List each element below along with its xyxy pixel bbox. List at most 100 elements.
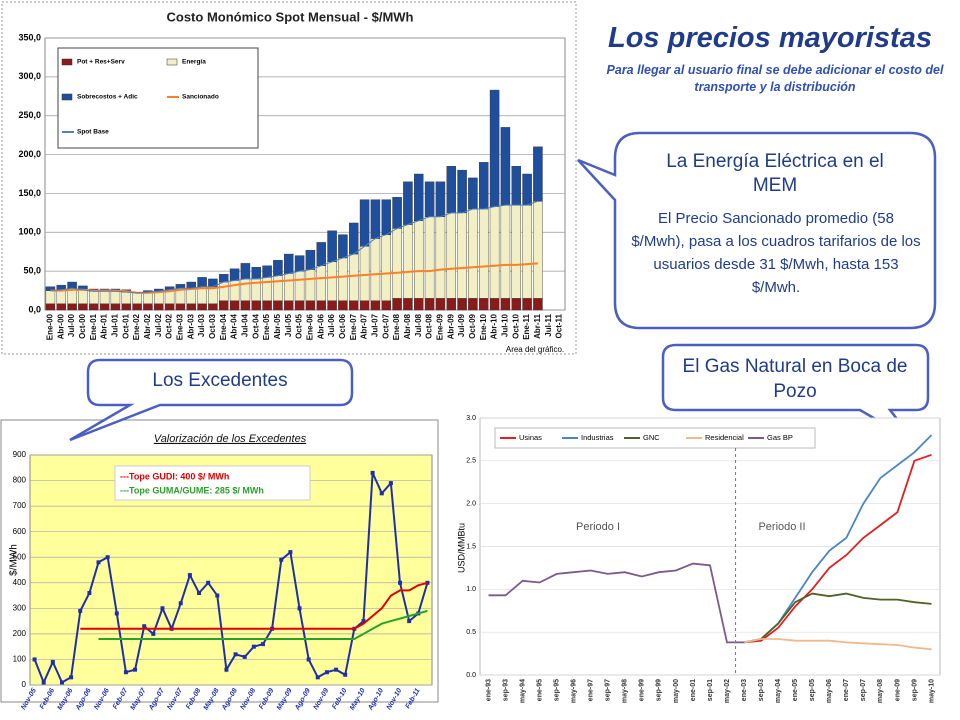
bar-segment — [164, 303, 175, 311]
x-tick-label: Ene-06 — [306, 313, 315, 340]
bar-segment — [479, 298, 489, 311]
bar-segment — [381, 300, 392, 311]
point — [105, 555, 110, 560]
bar-segment — [273, 260, 283, 277]
bar-segment — [349, 300, 359, 311]
point — [123, 670, 128, 675]
bar-segment — [294, 270, 305, 301]
bar-segment — [435, 216, 446, 299]
legend-label: Usinas — [519, 433, 542, 442]
slide-title: Los precios mayoristas — [608, 22, 932, 54]
x-tick-label: Ene-10 — [479, 313, 488, 340]
bar-segment — [349, 253, 359, 301]
x-tick-label: Abr-01 — [100, 313, 109, 339]
legend-swatch — [166, 58, 178, 66]
bar-segment — [500, 204, 511, 299]
point — [197, 591, 202, 595]
bar-segment — [132, 303, 142, 311]
bar-segment — [45, 303, 56, 311]
bar-segment — [403, 224, 413, 299]
x-tick-label: sep-07 — [860, 679, 867, 701]
bar-segment — [424, 216, 435, 299]
bar-segment — [533, 298, 543, 311]
y-tick-label: 2.0 — [466, 501, 476, 508]
bar-segment — [381, 234, 392, 301]
x-tick-label: sep-01 — [707, 679, 714, 701]
bar-segment — [414, 298, 424, 311]
bar-segment — [392, 228, 402, 299]
point — [324, 670, 329, 675]
y-tick-label: 900 — [13, 450, 27, 459]
bar-segment — [121, 291, 131, 304]
x-tick-label: Abr-07 — [360, 313, 369, 339]
x-tick-label: sep-93 — [502, 679, 509, 701]
x-tick-label: sep-03 — [758, 679, 765, 701]
point — [407, 619, 412, 624]
x-tick-label: Jul-11 — [544, 313, 553, 336]
point — [315, 675, 320, 680]
point — [398, 580, 403, 585]
y-tick-label: 100,0 — [18, 227, 41, 237]
x-tick-label: may-02 — [724, 679, 731, 703]
x-tick-label: Ene-07 — [349, 313, 358, 340]
bar-segment — [121, 303, 131, 311]
x-tick-label: sep-97 — [605, 679, 612, 701]
bar-segment — [240, 278, 251, 301]
bar-segment — [208, 303, 218, 311]
bar-segment — [392, 197, 402, 229]
x-tick-label: ene-99 — [639, 679, 646, 701]
point — [178, 601, 183, 606]
bar-segment — [457, 298, 467, 311]
y-tick-label: 2.5 — [466, 458, 476, 465]
legend-label: Residencial — [705, 433, 744, 442]
slide-subtitle: Para llegar al usuario final se debe adi… — [606, 63, 944, 94]
bar-segment — [403, 181, 413, 225]
x-tick-label: Ene-04 — [219, 313, 228, 340]
x-tick-label: ene-03 — [741, 679, 748, 701]
bar-segment — [78, 289, 88, 304]
legend-label: GNC — [643, 433, 660, 442]
y-tick-label: 250,0 — [18, 110, 41, 120]
bar-segment — [45, 290, 56, 304]
point — [334, 667, 339, 672]
bar-segment — [197, 303, 207, 311]
callout-body: El Precio Sancionado promedio (58 $/Mwh)… — [631, 210, 921, 296]
bar-segment — [370, 238, 381, 301]
bar-segment — [457, 169, 467, 214]
chart2-y-label: $/MWh — [9, 544, 20, 576]
bar-segment — [489, 298, 500, 311]
bar-segment — [522, 204, 532, 299]
line-series — [743, 592, 932, 644]
point — [370, 470, 375, 475]
legend-box — [57, 47, 259, 149]
bar-segment — [522, 298, 532, 311]
legend-label: Industrias — [581, 433, 614, 442]
legend-label: Sancionado — [182, 94, 219, 101]
y-tick-label: 700 — [13, 501, 27, 510]
bar-segment — [370, 199, 381, 239]
x-tick-label: Abr-02 — [143, 313, 152, 339]
legend-swatch — [61, 58, 73, 66]
x-tick-label: Ene-03 — [176, 313, 185, 340]
bar-segment — [424, 298, 435, 311]
bar-segment — [197, 277, 207, 287]
point — [50, 660, 55, 664]
bar-segment — [284, 253, 294, 274]
line-series — [80, 581, 428, 630]
bar-segment — [338, 234, 348, 259]
bar-segment — [370, 300, 381, 311]
x-tick-label: may-96 — [571, 679, 578, 703]
x-tick-label: may-00 — [673, 679, 680, 703]
point — [260, 642, 265, 647]
x-tick-label: sep-09 — [911, 679, 918, 701]
y-tick-label: 1.5 — [466, 543, 476, 550]
point — [69, 675, 74, 680]
point — [425, 580, 430, 585]
x-tick-label: sep-95 — [554, 679, 561, 701]
x-tick-label: Jul-08 — [414, 313, 423, 337]
x-tick-label: Abr-10 — [490, 313, 499, 339]
x-tick-label: Oct-10 — [511, 313, 520, 338]
bar-segment — [468, 298, 478, 311]
x-tick-label: Jul-06 — [327, 313, 336, 337]
bar-segment — [522, 173, 532, 206]
